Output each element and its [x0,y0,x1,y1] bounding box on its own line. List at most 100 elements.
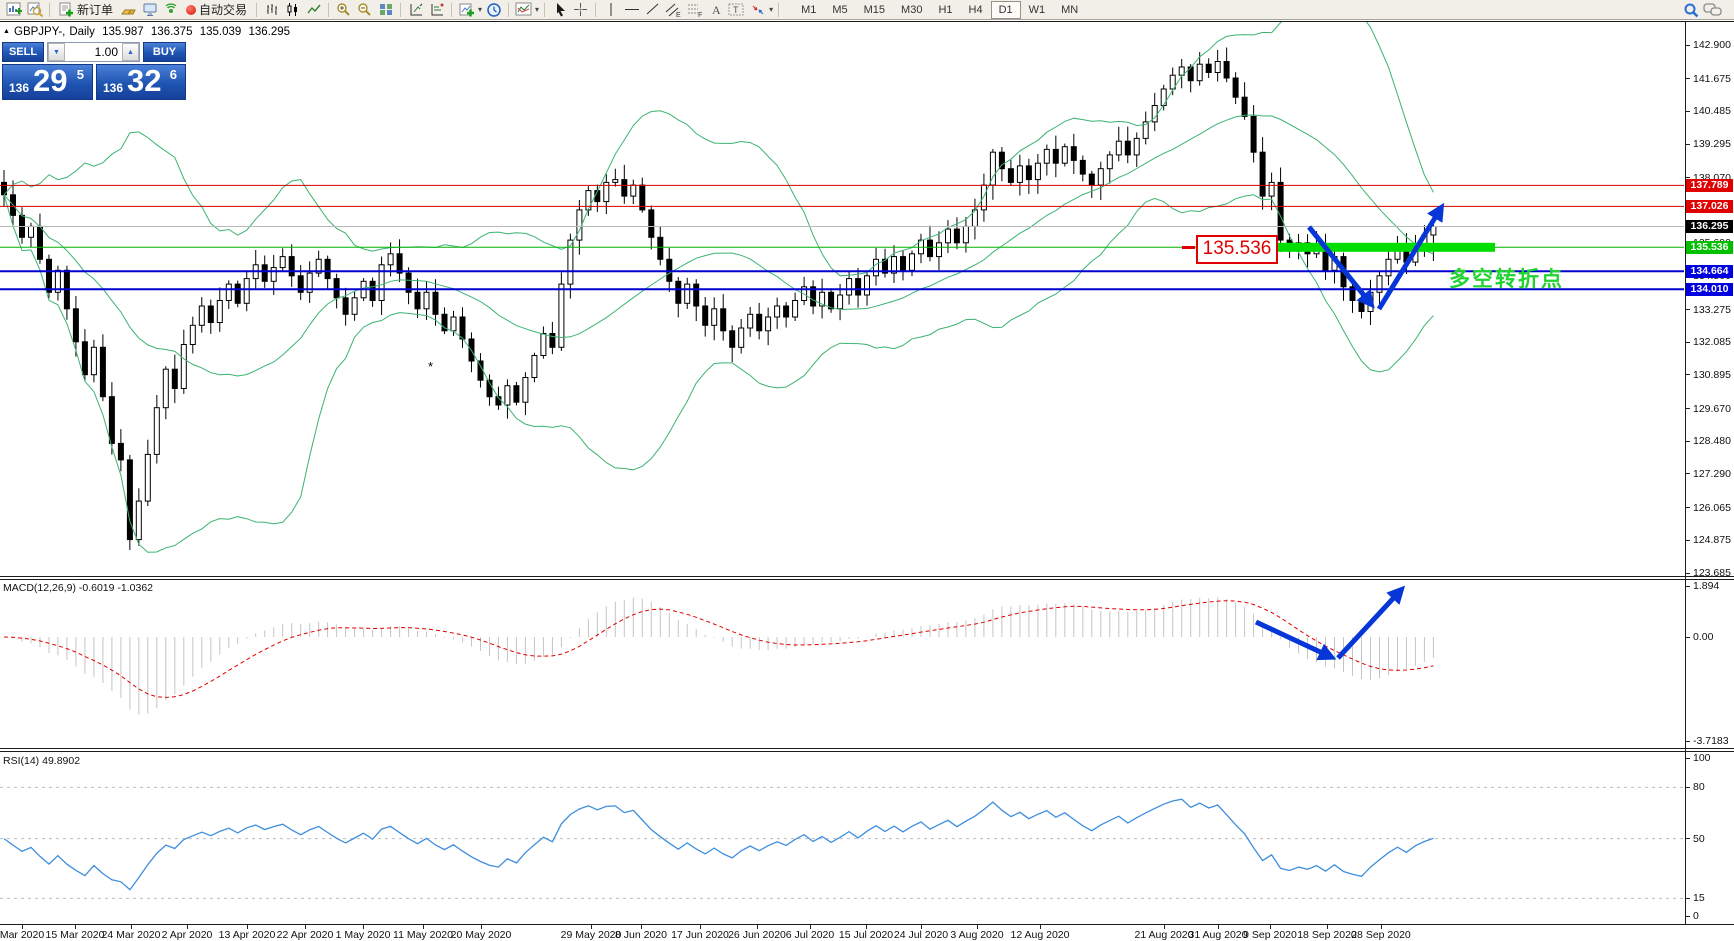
arrows-dropdown-icon[interactable]: ▾ [769,5,774,14]
main-macd-separator[interactable] [0,576,1734,577]
timeframe-button-W1[interactable]: W1 [1028,3,1046,16]
macd-rsi-separator2[interactable] [0,751,1734,752]
main-chart[interactable] [0,22,1684,576]
candlestick-icon[interactable] [282,1,303,18]
timeframe-button-H1[interactable]: H1 [938,3,953,16]
indicators-icon[interactable] [513,1,534,18]
rsi-chart[interactable] [0,752,1684,924]
sell-price-button[interactable]: 136 29 5 [2,63,93,100]
macd-rsi-separator[interactable] [0,748,1734,749]
main-macd-separator2[interactable] [0,579,1734,580]
date-label: 28 Sep 2020 [1351,929,1411,941]
experts-icon[interactable] [139,1,160,18]
new-chart-icon[interactable] [3,1,24,18]
rsi-tick-label-tick [1686,786,1690,788]
macd-tick-label-tick [1686,740,1690,742]
timeframe-button-M5[interactable]: M5 [832,3,848,16]
price-axis-border [1685,21,1686,925]
autotrading-button[interactable]: 自动交易 [181,1,252,18]
date-tick [1040,925,1041,929]
period-clock-icon[interactable] [483,1,504,18]
volume-up-button[interactable]: ▲ [122,43,139,61]
timeframe-button-MN[interactable]: MN [1061,3,1079,16]
date-tick [305,925,306,929]
ohlc-low: 135.039 [199,26,242,38]
history-center-icon[interactable] [118,1,139,18]
zone-price-label[interactable]: 135.536 [1196,235,1278,264]
price-axis[interactable]: 142.900141.675140.485139.295138.070136.8… [1686,0,1734,941]
price-tick-label: 133.275 [1693,303,1731,316]
trendline-icon[interactable] [642,1,663,18]
timeframe-button-M1[interactable]: M1 [801,3,817,16]
date-label: 13 Apr 2020 [218,929,276,941]
autotrading-label: 自动交易 [199,3,248,17]
vertical-line-icon[interactable] [600,1,621,18]
date-label: 11 May 2020 [393,929,453,941]
date-label: 15 Jul 2020 [838,929,894,941]
templates-icon[interactable] [456,1,477,18]
horizontal-line-icon[interactable] [621,1,642,18]
bar-chart-icon[interactable] [261,1,282,18]
price-tag-134.664: 134.664 [1686,264,1733,278]
rsi-tick-label: 80 [1693,781,1705,794]
date-label: 3 Aug 2020 [950,929,1004,941]
price-tick-label-tick [1686,572,1690,574]
annotation-text[interactable]: 多空转折点 [1449,268,1564,291]
buy-button[interactable]: BUY [143,42,186,62]
templates-dropdown-icon[interactable]: ▾ [478,5,483,14]
rsi-tick-label: 100 [1693,752,1711,764]
toolbar-separator [256,2,258,17]
price-tag-137.789: 137.789 [1686,178,1733,192]
crosshair-icon[interactable] [570,1,591,18]
fibonacci-icon[interactable]: F [684,1,705,18]
macd-tick-label-tick [1686,636,1690,638]
macd-tick-label-tick [1686,585,1690,587]
date-label: 24 Mar 2020 [101,929,161,941]
price-tick-label-tick [1686,143,1690,145]
macd-chart[interactable] [0,580,1684,747]
zoom-out-icon[interactable] [354,1,375,18]
rsi-tick-label: 50 [1693,832,1705,845]
arrows-tool-icon[interactable] [747,1,768,18]
tile-windows-icon[interactable] [375,1,396,18]
search-icon[interactable] [1681,1,1702,18]
arrange-vertical-icon[interactable] [405,1,426,18]
text-label-icon[interactable]: T [726,1,747,18]
signals-icon[interactable] [160,1,181,18]
rsi-tick-label-tick [1686,897,1690,899]
rsi-label: RSI(14) 49.8902 [3,755,80,767]
svg-text:T: T [733,5,739,15]
chat-icon[interactable] [1702,1,1723,18]
buy-price-button[interactable]: 136 32 6 [96,63,186,100]
new-order-button[interactable]: 新订单 [54,1,118,18]
date-label: 6 Jul 2020 [785,929,835,941]
date-tick [75,925,76,929]
text-icon[interactable]: A [705,1,726,18]
date-label: 29 May 2020 [560,929,622,941]
price-tick-label-tick [1686,78,1690,80]
profiles-icon[interactable] [24,1,45,18]
volume-box: ▼ ▲ [47,42,140,62]
timeframe-button-M30[interactable]: M30 [901,3,923,16]
price-tick-label: 123.685 [1693,567,1731,579]
new-order-icon [59,2,73,17]
line-chart-icon[interactable] [303,1,324,18]
toolbar-separator [595,2,597,17]
zoom-in-icon[interactable] [333,1,354,18]
macd-tick-label: 1.894 [1693,580,1720,592]
date-label: 1 May 2020 [335,929,391,941]
equidistant-channel-icon[interactable]: E [663,1,684,18]
toolbar-separator [508,2,510,17]
volume-down-button[interactable]: ▼ [48,43,65,61]
arrange-horizontal-icon[interactable] [426,1,447,18]
price-tick-label-tick [1686,44,1690,46]
timeframe-button-D1[interactable]: D1 [990,0,1021,19]
rsi-tick-label-tick [1686,915,1690,917]
indicators-dropdown-icon[interactable]: ▾ [535,5,540,14]
sell-button[interactable]: SELL [2,42,44,62]
cursor-icon[interactable] [549,1,570,18]
timeframe-button-H4[interactable]: H4 [968,3,983,16]
timeframe-button-M15[interactable]: M15 [863,3,886,16]
volume-input[interactable] [65,43,122,61]
date-tick [1270,925,1271,929]
